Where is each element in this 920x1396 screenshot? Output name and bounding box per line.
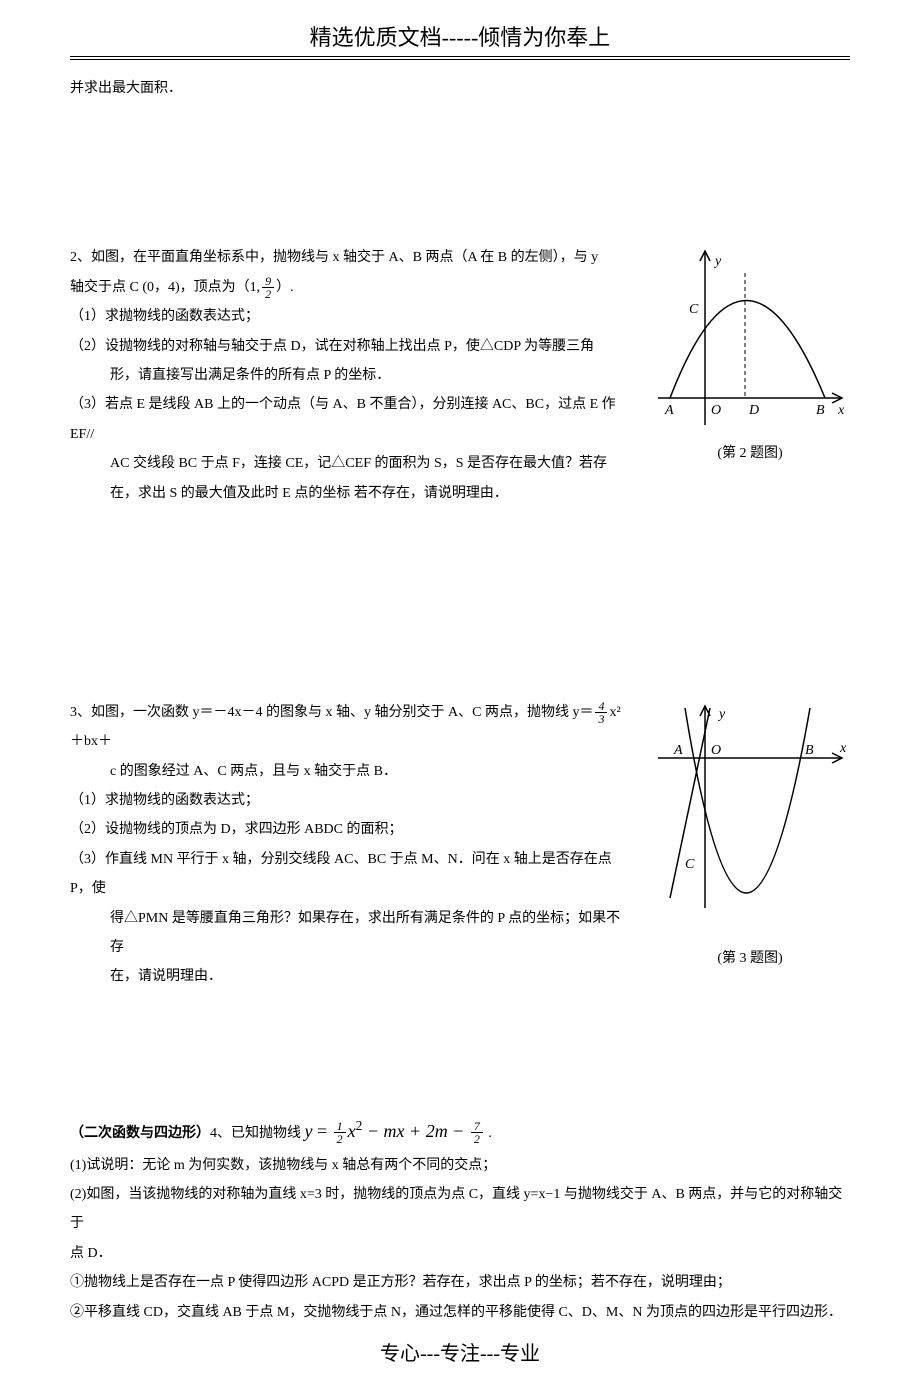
p4-q1: (1)试说明：无论 m 为何实数，该抛物线与 x 轴总有两个不同的交点； xyxy=(70,1151,850,1180)
svg-text:y: y xyxy=(717,707,726,722)
p2-lead-1-text: 2、如图，在平面直角坐标系中，抛物线与 x 轴交于 A、B 两点（A 在 B 的… xyxy=(70,250,598,265)
figure-2: y x C A O D B xyxy=(650,243,850,433)
p3-frac: 43 xyxy=(595,700,607,725)
p3-lead-a: 3、如图，一次函数 y＝－4x－4 的图象与 x 轴、y 轴分别交于 A、C 两… xyxy=(70,705,593,720)
figure-2-caption: (第 2 题图) xyxy=(650,442,850,462)
top-line: 并求出最大面积． xyxy=(70,74,850,103)
p2-q3c: 在，求出 S 的最大值及此时 E 点的坐标 若不存在，请说明理由． xyxy=(70,479,634,508)
p4-q3: ①抛物线上是否存在一点 P 使得四边形 ACPD 是正方形？若存在，求出点 P … xyxy=(70,1268,850,1297)
figure-3: y x A O B C xyxy=(650,698,850,938)
p4-frac1-den: 2 xyxy=(334,1133,346,1145)
p2-lead-2a: 轴交于点 C (0，4)，顶点为（1, xyxy=(70,280,260,295)
svg-text:x: x xyxy=(839,741,847,756)
svg-text:A: A xyxy=(673,743,683,758)
svg-text:B: B xyxy=(816,403,825,418)
svg-text:B: B xyxy=(805,743,814,758)
p4-eq-x: x xyxy=(348,1121,356,1141)
p2-frac-den: 2 xyxy=(262,288,274,300)
svg-text:x: x xyxy=(837,403,845,418)
p4-eq-mid: − mx + 2m − xyxy=(362,1121,468,1141)
p2-q3a: （3）若点 E 是线段 AB 上的一个动点（与 A、B 不重合），分别连接 AC… xyxy=(70,390,634,449)
p3-lead-1: 3、如图，一次函数 y＝－4x－4 的图象与 x 轴、y 轴分别交于 A、C 两… xyxy=(70,698,634,757)
svg-text:O: O xyxy=(711,743,721,758)
svg-text:C: C xyxy=(689,302,699,317)
p3-q1: （1）求抛物线的函数表达式； xyxy=(70,786,634,815)
p4-frac1: 12 xyxy=(334,1120,346,1145)
p4-lead: 4、已知抛物线 xyxy=(210,1126,305,1141)
svg-text:y: y xyxy=(713,254,722,269)
p2-q2b: 形，请直接写出满足条件的所有点 P 的坐标． xyxy=(70,361,634,390)
svg-text:C: C xyxy=(685,857,695,872)
p2-lead-2b: ）. xyxy=(276,280,294,295)
p4-frac2: 72 xyxy=(471,1120,483,1145)
svg-text:D: D xyxy=(748,403,759,418)
p3-q2: （2）设抛物线的顶点为 D，求四边形 ABDC 的面积； xyxy=(70,815,634,844)
p4-q2a: (2)如图，当该抛物线的对称轴为直线 x=3 时，抛物线的顶点为点 C，直线 y… xyxy=(70,1180,850,1239)
svg-text:A: A xyxy=(664,403,674,418)
p4-eq-y: y xyxy=(305,1121,313,1141)
p2-q2a: （2）设抛物线的对称轴与轴交于点 D，试在对称轴上找出点 P，使△CDP 为等腰… xyxy=(70,332,634,361)
p4-equation: y = 12x2 − mx + 2m − 72 xyxy=(305,1121,485,1141)
p2-lead-1: 2、如图，在平面直角坐标系中，抛物线与 x 轴交于 A、B 两点（A 在 B 的… xyxy=(70,243,634,272)
header-title: 精选优质文档-----倾情为你奉上 xyxy=(70,20,850,52)
p4-heading: （二次函数与四边形） xyxy=(70,1126,210,1141)
p4-q2b: 点 D． xyxy=(70,1239,850,1268)
header-rule xyxy=(70,56,850,57)
footer-title: 专心---专注---专业 xyxy=(70,1337,850,1366)
p4-heading-line: （二次函数与四边形）4、已知抛物线 y = 12x2 − mx + 2m − 7… xyxy=(70,1112,850,1151)
p2-lead-2: 轴交于点 C (0，4)，顶点为（1,92）. xyxy=(70,273,634,302)
p2-frac: 92 xyxy=(262,275,274,300)
figure-3-caption: (第 3 题图) xyxy=(650,947,850,967)
p3-q3a: （3）作直线 MN 平行于 x 轴，分别交线段 AC、BC 于点 M、N．问在 … xyxy=(70,845,634,904)
p4-eq-eq: = xyxy=(313,1121,332,1141)
p2-q1: （1）求抛物线的函数表达式； xyxy=(70,302,634,331)
p3-q3c: 在，请说明理由． xyxy=(70,962,634,991)
p3-frac-den: 3 xyxy=(595,713,607,725)
p4-eq-end: . xyxy=(485,1126,492,1141)
svg-text:O: O xyxy=(711,403,721,418)
p4-frac2-den: 2 xyxy=(471,1133,483,1145)
p3-q3b: 得△PMN 是等腰直角三角形？如果存在，求出所有满足条件的 P 点的坐标；如果不… xyxy=(70,904,634,963)
header-rule-inner xyxy=(70,59,850,60)
p2-q3b: AC 交线段 BC 于点 F，连接 CE，记△CEF 的面积为 S，S 是否存在… xyxy=(70,449,634,478)
p3-lead-2: c 的图象经过 A、C 两点，且与 x 轴交于点 B． xyxy=(70,757,634,786)
